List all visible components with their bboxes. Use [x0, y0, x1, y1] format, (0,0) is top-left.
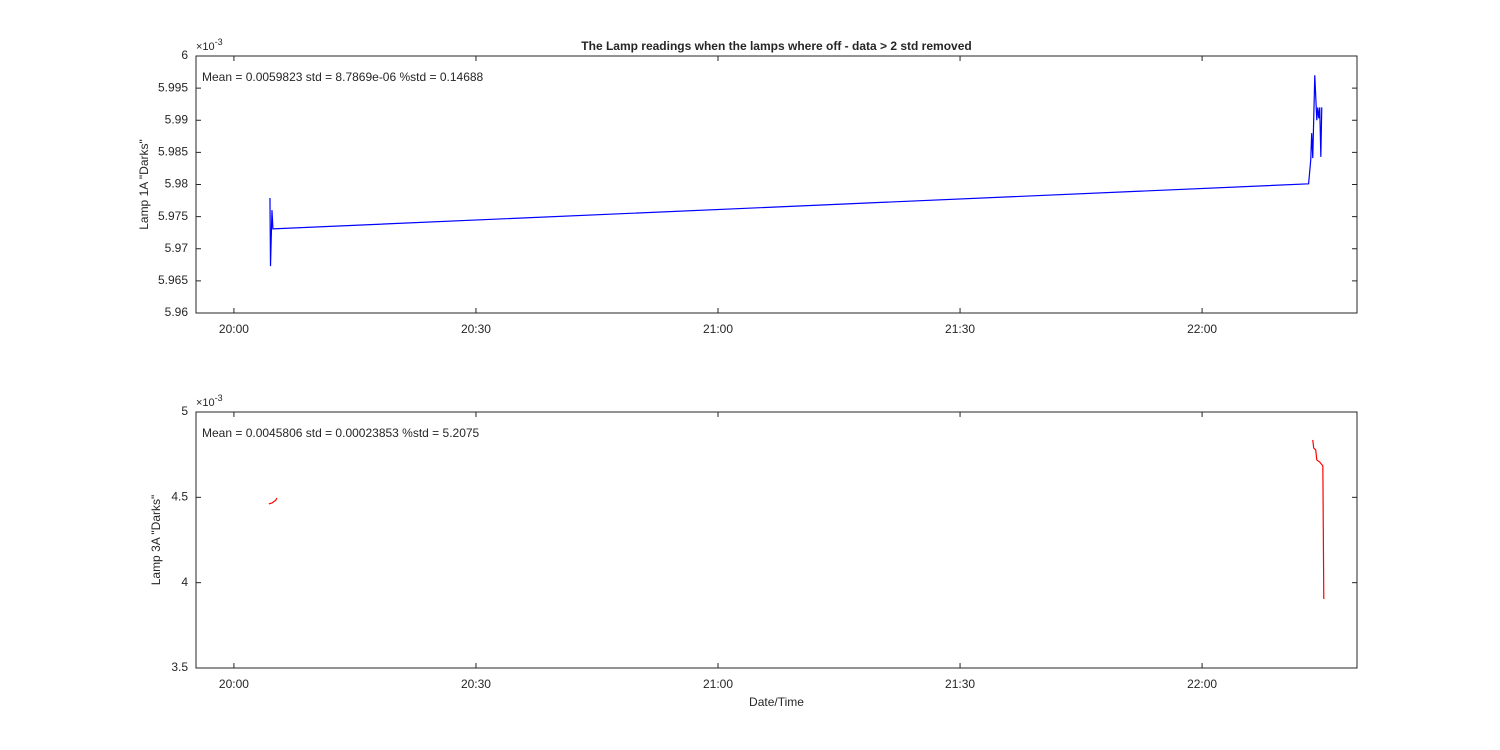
multiplier-base: ×10 [196, 397, 215, 409]
x-tick-label: 21:00 [703, 677, 733, 691]
y-tick-label: 5.98 [165, 177, 189, 191]
x-tick-label: 20:30 [461, 322, 491, 336]
x-tick-label: 21:30 [945, 677, 975, 691]
x-tick-label: 20:00 [219, 322, 249, 336]
y-tick-label: 5.975 [158, 209, 188, 223]
y-axis-label: Lamp 3A "Darks" [149, 495, 163, 586]
data-line [268, 439, 1325, 600]
x-tick-label: 22:00 [1187, 322, 1217, 336]
axis-multiplier: ×10-3 [196, 393, 223, 409]
stats-annotation: Mean = 0.0045806 std = 0.00023853 %std =… [202, 426, 480, 440]
x-axis-label: Date/Time [749, 695, 804, 709]
axis-multiplier: ×10-3 [196, 37, 223, 53]
stats-annotation: Mean = 0.0059823 std = 8.7869e-06 %std =… [202, 70, 484, 84]
multiplier-power: -3 [215, 393, 223, 403]
x-tick-label: 22:00 [1187, 677, 1217, 691]
data-line [269, 75, 1323, 267]
x-tick-label: 21:00 [703, 322, 733, 336]
axes: 5.96 5.965 5.97 5.975 5.98 5.985 5.99 5.995 6 20:… [137, 37, 1358, 336]
axes: 3.5 4 4.5 5 20:00 20:30 21:00 21:30 22:00 ×10-3 Me… [149, 393, 1358, 709]
y-tick-label: 5 [181, 404, 188, 418]
y-tick-label: 5.97 [165, 241, 189, 255]
x-tick-label: 21:30 [945, 322, 975, 336]
y-tick-label: 5.99 [165, 112, 189, 126]
y-tick-label: 6 [181, 48, 188, 62]
multiplier-base: ×10 [196, 41, 215, 53]
axes-frame [195, 411, 1358, 669]
y-tick-label: 5.995 [158, 80, 188, 94]
chart-title: The Lamp readings when the lamps where o… [581, 39, 971, 53]
x-tick-label: 20:00 [219, 677, 249, 691]
axes-frame [195, 55, 1358, 314]
y-tick-label: 5.985 [158, 145, 188, 159]
y-axis-label: Lamp 1A "Darks" [137, 139, 151, 230]
y-tick-label: 4.5 [171, 490, 188, 504]
y-tick-label: 3.5 [171, 660, 188, 674]
y-tick-label: 5.965 [158, 273, 188, 287]
x-tick-label: 20:30 [461, 677, 491, 691]
y-tick-label: 4 [181, 575, 188, 589]
y-tick-label: 5.96 [165, 305, 189, 319]
multiplier-power: -3 [215, 37, 223, 47]
